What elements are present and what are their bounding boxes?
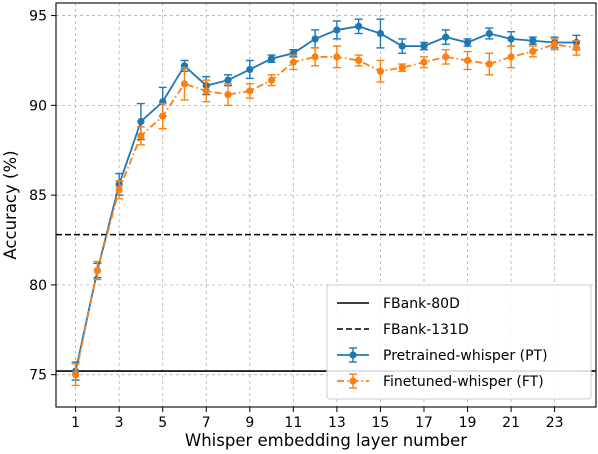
- legend-marker: [349, 351, 357, 359]
- data-point: [463, 38, 472, 47]
- legend-box: [326, 284, 592, 400]
- series-0: [71, 18, 581, 381]
- x-tick-label: 17: [415, 415, 433, 431]
- series-1: [71, 38, 581, 387]
- y-tick-label: 75: [29, 368, 47, 384]
- x-tick-label: 13: [328, 415, 346, 431]
- data-point: [71, 371, 80, 379]
- x-axis-title: Whisper embedding layer number: [185, 431, 467, 450]
- data-point: [420, 42, 428, 50]
- data-point: [507, 35, 515, 43]
- data-point: [137, 117, 145, 126]
- data-point: [180, 80, 189, 88]
- x-tick-label: 11: [284, 415, 302, 431]
- data-point: [289, 58, 297, 66]
- y-tick-label: 80: [29, 278, 47, 294]
- data-point: [333, 26, 341, 34]
- data-point: [529, 47, 537, 56]
- plot-frame: [55, 2, 597, 408]
- data-point: [529, 37, 537, 45]
- series-line: [74, 43, 577, 375]
- x-tick-label: 7: [202, 415, 211, 431]
- data-point: [398, 64, 406, 72]
- legend-label: FBank-80D: [383, 296, 460, 312]
- data-point: [311, 35, 319, 43]
- data-point: [355, 56, 363, 65]
- data-point: [115, 186, 123, 194]
- data-point: [507, 53, 515, 61]
- data-point: [224, 76, 232, 84]
- legend-marker: [349, 377, 357, 385]
- x-tick-label: 23: [546, 415, 564, 431]
- data-point: [420, 58, 428, 66]
- legend-label: FBank-131D: [383, 322, 469, 338]
- data-point: [202, 87, 210, 95]
- data-point: [311, 53, 319, 61]
- y-tick-label: 95: [29, 9, 47, 25]
- data-point: [333, 53, 341, 61]
- data-point: [267, 76, 276, 84]
- data-point: [572, 44, 581, 52]
- x-tick-label: 15: [372, 415, 390, 431]
- data-point: [376, 29, 385, 38]
- x-tick-label: 5: [158, 415, 167, 431]
- data-point: [398, 42, 406, 50]
- data-point: [93, 266, 101, 275]
- data-point: [376, 67, 385, 75]
- data-point: [442, 53, 450, 61]
- data-point: [159, 112, 167, 120]
- data-point: [246, 87, 254, 95]
- series-line: [74, 25, 577, 372]
- x-tick-label: 19: [459, 415, 477, 431]
- legend-label: Finetuned-whisper (FT): [383, 374, 544, 390]
- data-point: [355, 22, 363, 30]
- data-point: [442, 33, 450, 41]
- series-layer: [71, 18, 581, 387]
- y-tick-label: 90: [29, 98, 47, 114]
- legend-label: Pretrained-whisper (PT): [383, 348, 548, 364]
- x-tick-label: 3: [115, 415, 124, 431]
- y-tick-label: 85: [29, 188, 47, 204]
- data-point: [224, 90, 232, 99]
- x-tick-label: 21: [502, 415, 520, 431]
- data-point: [267, 55, 276, 63]
- data-point: [485, 60, 493, 68]
- data-point: [246, 65, 254, 74]
- data-point: [137, 132, 145, 140]
- x-tick-label: 9: [245, 415, 254, 431]
- legend: FBank-80D FBank-131D Pretrained-whisper (P…: [326, 284, 592, 400]
- data-point: [463, 56, 472, 65]
- data-point: [485, 29, 493, 38]
- y-axis-title: Accuracy (%): [1, 150, 20, 259]
- x-tick-label: 1: [71, 415, 80, 431]
- data-point: [551, 40, 559, 48]
